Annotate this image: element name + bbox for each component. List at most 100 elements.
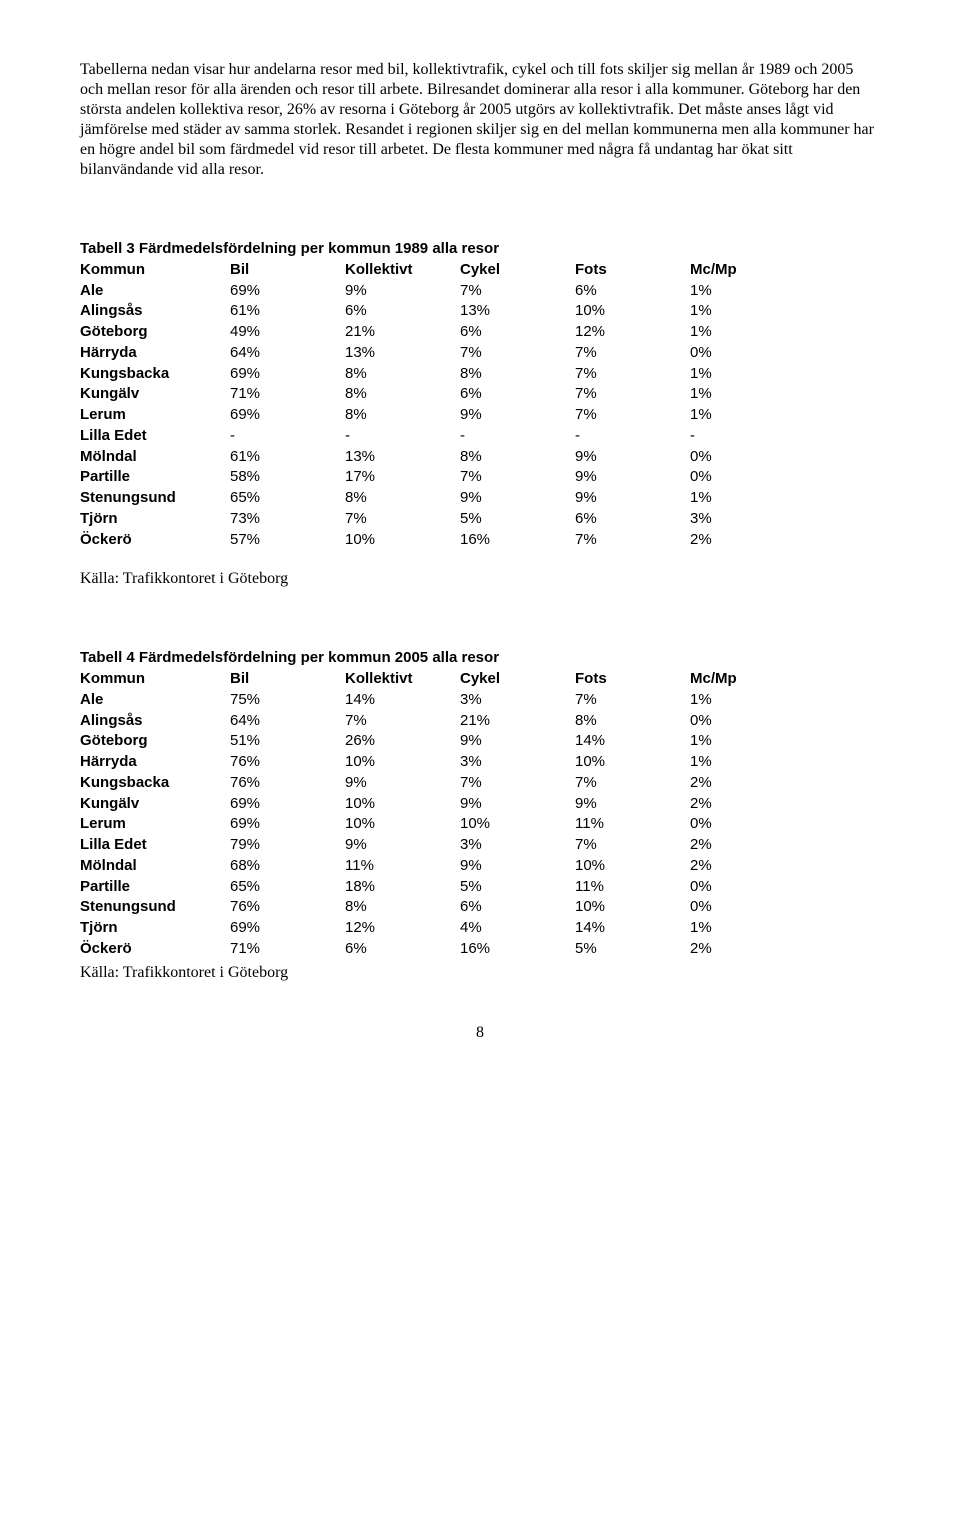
table-3-cell: 7%	[575, 406, 690, 427]
table-3-cell: -	[690, 427, 805, 448]
table-3-cell: 12%	[575, 323, 690, 344]
table-3-col-fots: Fots	[575, 261, 690, 282]
table-4-cell: 64%	[230, 712, 345, 733]
table-4-header-row: Kommun Bil Kollektivt Cykel Fots Mc/Mp	[80, 670, 805, 691]
table-4-cell: 10%	[345, 753, 460, 774]
table-3-cell: 0%	[690, 448, 805, 469]
table-row: Lilla Edet-----	[80, 427, 805, 448]
table-4-cell: 7%	[575, 836, 690, 857]
table-row: Mölndal68%11%9%10%2%	[80, 857, 805, 878]
table-3-cell: 2%	[690, 531, 805, 552]
table-4-cell: 76%	[230, 753, 345, 774]
table-4-cell: 1%	[690, 691, 805, 712]
table-3-cell: 9%	[575, 489, 690, 510]
table-4-cell: 5%	[575, 940, 690, 961]
table-4-row-label: Ale	[80, 691, 230, 712]
table-row: Lerum69%10%10%11%0%	[80, 815, 805, 836]
table-4-cell: 2%	[690, 940, 805, 961]
table-4-cell: 9%	[460, 857, 575, 878]
table-4-cell: 0%	[690, 712, 805, 733]
intro-paragraph: Tabellerna nedan visar hur andelarna res…	[80, 60, 880, 180]
table-4-cell: 18%	[345, 878, 460, 899]
table-3-cell: 7%	[575, 365, 690, 386]
table-4-cell: 9%	[460, 795, 575, 816]
table-row: Tjörn73%7%5%6%3%	[80, 510, 805, 531]
table-3-cell: 1%	[690, 365, 805, 386]
table-4-cell: 8%	[345, 898, 460, 919]
table-3-cell: 10%	[345, 531, 460, 552]
table-4-col-kommun: Kommun	[80, 670, 230, 691]
table-3-cell: 3%	[690, 510, 805, 531]
table-4-title: Tabell 4 Färdmedelsfördelning per kommun…	[80, 649, 880, 668]
table-3-cell: 13%	[460, 302, 575, 323]
table-3-cell: 8%	[345, 385, 460, 406]
table-3-cell: 1%	[690, 489, 805, 510]
table-4-cell: 4%	[460, 919, 575, 940]
table-row: Kungsbacka69%8%8%7%1%	[80, 365, 805, 386]
table-4-cell: 10%	[345, 795, 460, 816]
table-4-cell: 3%	[460, 753, 575, 774]
table-4-cell: 9%	[345, 774, 460, 795]
table-4-row-label: Lerum	[80, 815, 230, 836]
table-4-cell: 76%	[230, 774, 345, 795]
table-4-cell: 16%	[460, 940, 575, 961]
table-row: Tjörn69%12%4%14%1%	[80, 919, 805, 940]
table-4-col-cykel: Cykel	[460, 670, 575, 691]
table-4-cell: 2%	[690, 795, 805, 816]
table-3-col-cykel: Cykel	[460, 261, 575, 282]
table-3-cell: 61%	[230, 448, 345, 469]
table-4-col-fots: Fots	[575, 670, 690, 691]
table-row: Öckerö71%6%16%5%2%	[80, 940, 805, 961]
table-3-cell: 9%	[460, 489, 575, 510]
table-row: Stenungsund76%8%6%10%0%	[80, 898, 805, 919]
table-3-cell: 17%	[345, 468, 460, 489]
table-3-cell: 69%	[230, 365, 345, 386]
table-3-row-label: Kungälv	[80, 385, 230, 406]
table-4-row-label: Tjörn	[80, 919, 230, 940]
table-3-block: Tabell 3 Färdmedelsfördelning per kommun…	[80, 240, 880, 589]
table-3-cell: 7%	[575, 531, 690, 552]
table-3-cell: 6%	[575, 510, 690, 531]
table-4-cell: 69%	[230, 815, 345, 836]
table-3-cell: 1%	[690, 406, 805, 427]
table-4-cell: 10%	[575, 753, 690, 774]
table-3-cell: 10%	[575, 302, 690, 323]
table-3-cell: -	[345, 427, 460, 448]
table-4-cell: 7%	[575, 774, 690, 795]
table-3-cell: 13%	[345, 448, 460, 469]
table-4-row-label: Stenungsund	[80, 898, 230, 919]
table-3-cell: 7%	[345, 510, 460, 531]
table-3-cell: 0%	[690, 468, 805, 489]
table-4-col-kollektivt: Kollektivt	[345, 670, 460, 691]
table-4-cell: 7%	[575, 691, 690, 712]
table-row: Lerum69%8%9%7%1%	[80, 406, 805, 427]
table-3: Kommun Bil Kollektivt Cykel Fots Mc/Mp A…	[80, 261, 805, 552]
table-4-row-label: Härryda	[80, 753, 230, 774]
table-4-row-label: Alingsås	[80, 712, 230, 733]
table-3-cell: 7%	[575, 344, 690, 365]
table-4-cell: 2%	[690, 836, 805, 857]
table-4-cell: 1%	[690, 732, 805, 753]
table-3-row-label: Kungsbacka	[80, 365, 230, 386]
table-3-row-label: Härryda	[80, 344, 230, 365]
table-4-cell: 1%	[690, 919, 805, 940]
table-3-cell: 58%	[230, 468, 345, 489]
table-row: Ale69%9%7%6%1%	[80, 282, 805, 303]
table-4-cell: 76%	[230, 898, 345, 919]
table-3-cell: 8%	[345, 365, 460, 386]
table-4-cell: 10%	[345, 815, 460, 836]
table-3-cell: 0%	[690, 344, 805, 365]
table-4-cell: 10%	[575, 898, 690, 919]
table-3-cell: 9%	[575, 468, 690, 489]
table-3-cell: 61%	[230, 302, 345, 323]
table-4-cell: 11%	[575, 878, 690, 899]
table-3-row-label: Lerum	[80, 406, 230, 427]
table-row: Kungälv69%10%9%9%2%	[80, 795, 805, 816]
table-3-cell: 69%	[230, 282, 345, 303]
table-4-cell: 51%	[230, 732, 345, 753]
table-3-cell: 16%	[460, 531, 575, 552]
table-3-row-label: Öckerö	[80, 531, 230, 552]
table-3-cell: -	[575, 427, 690, 448]
table-4-cell: 7%	[345, 712, 460, 733]
table-3-cell: 49%	[230, 323, 345, 344]
